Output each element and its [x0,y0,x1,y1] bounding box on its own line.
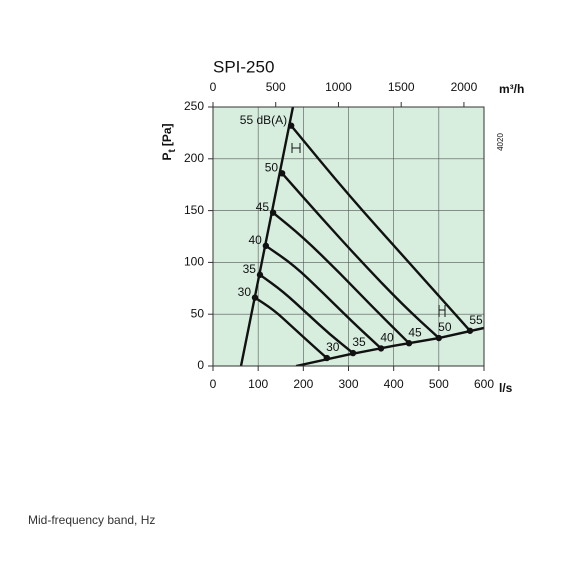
side-note: 4020 [496,133,505,151]
iso-sound-curve [259,273,354,354]
x-tick-label: 100 [248,377,268,391]
curve-end-label: 45 [408,325,422,339]
y-label-symbol: P [160,153,174,161]
curve-point [262,242,270,250]
x2-tick-label: 0 [210,80,217,94]
curve-point [466,327,474,334]
curve-point [269,209,277,216]
curve-label: 55 dB(A) [240,113,287,127]
y-tick-label: 100 [184,255,204,269]
iso-sound-curve [254,296,328,359]
curve-label: 50 [265,160,279,174]
y-tick-label: 200 [184,151,204,165]
tolerance-marks [291,143,446,317]
curve-end-label: 55 [469,313,483,327]
curve-point [256,271,264,279]
x-tick-label: 200 [293,377,313,391]
x2-axis-label: m³/h [499,82,524,96]
curve-end-label: 35 [352,335,366,349]
x-tick-label: 500 [429,377,449,391]
iso-sound-curve [265,244,382,350]
curve-point [287,122,295,129]
curve-end-label: 50 [438,320,452,334]
boundary-line [239,106,295,366]
iso-sound-curve [290,124,471,332]
curve-point [435,334,443,342]
footer: Mid-frequency band, Hz [28,513,155,527]
y-axis-label: Pt [Pa] [160,123,177,160]
x-tick-label: 400 [384,377,404,391]
iso-sound-curve [281,172,440,339]
x-axis-label: l/s [499,381,513,395]
curve-end-label: 30 [326,340,340,354]
y-label-unit: [Pa] [160,123,174,146]
x2-tick-label: 1000 [325,80,352,94]
x2-tick-label: 2000 [451,80,478,94]
curve-label: 40 [248,233,262,247]
y-tick-label: 150 [184,203,204,217]
x-tick-label: 300 [338,377,358,391]
curve-point [377,345,385,352]
curve-label: 35 [243,262,257,276]
chart-title: SPI-250 [213,57,274,76]
curve-point [323,354,331,362]
y-tick-label: 0 [197,358,204,372]
x-tick-label: 600 [474,377,494,391]
curve-point [349,349,357,357]
y-tick-label: 50 [191,306,205,320]
x-tick-label: 0 [210,377,217,391]
curve-label: 45 [256,200,270,214]
curve-point [405,340,413,347]
curve-label: 30 [238,285,252,299]
curve-end-label: 40 [380,331,394,345]
x2-tick-label: 500 [266,80,286,94]
iso-sound-curve [272,211,410,345]
curves [239,106,484,366]
curve-point [278,170,286,177]
x2-tick-label: 1500 [388,80,415,94]
curve-point [251,294,259,301]
y-label-subscript: t [167,149,178,153]
y-tick-label: 250 [184,99,204,113]
boundary-line [295,326,484,366]
